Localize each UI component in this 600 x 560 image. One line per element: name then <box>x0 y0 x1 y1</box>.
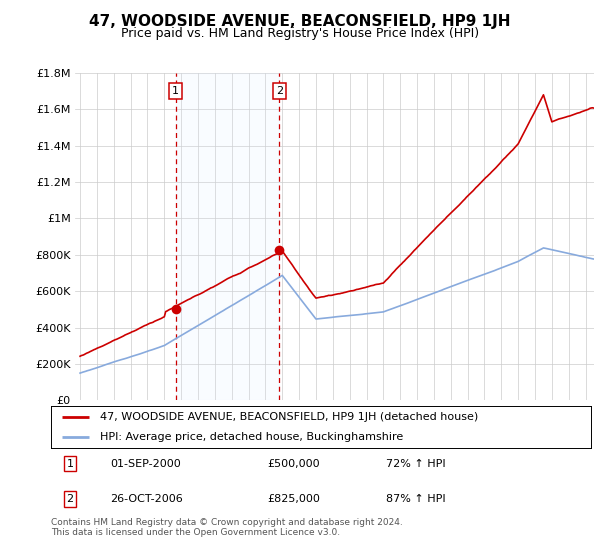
Text: 2: 2 <box>275 86 283 96</box>
Text: 1: 1 <box>172 86 179 96</box>
Text: £500,000: £500,000 <box>267 459 320 469</box>
Text: HPI: Average price, detached house, Buckinghamshire: HPI: Average price, detached house, Buck… <box>100 432 403 442</box>
Text: 26-OCT-2006: 26-OCT-2006 <box>110 494 183 504</box>
Text: 47, WOODSIDE AVENUE, BEACONSFIELD, HP9 1JH (detached house): 47, WOODSIDE AVENUE, BEACONSFIELD, HP9 1… <box>100 412 478 422</box>
Bar <box>176 73 279 400</box>
Text: 2: 2 <box>67 494 73 504</box>
Text: 72% ↑ HPI: 72% ↑ HPI <box>386 459 445 469</box>
Text: Contains HM Land Registry data © Crown copyright and database right 2024.
This d: Contains HM Land Registry data © Crown c… <box>51 518 403 538</box>
Text: 01-SEP-2000: 01-SEP-2000 <box>110 459 181 469</box>
Text: Price paid vs. HM Land Registry's House Price Index (HPI): Price paid vs. HM Land Registry's House … <box>121 27 479 40</box>
Text: 47, WOODSIDE AVENUE, BEACONSFIELD, HP9 1JH: 47, WOODSIDE AVENUE, BEACONSFIELD, HP9 1… <box>89 14 511 29</box>
Text: £825,000: £825,000 <box>267 494 320 504</box>
Text: 87% ↑ HPI: 87% ↑ HPI <box>386 494 445 504</box>
Text: 1: 1 <box>67 459 73 469</box>
